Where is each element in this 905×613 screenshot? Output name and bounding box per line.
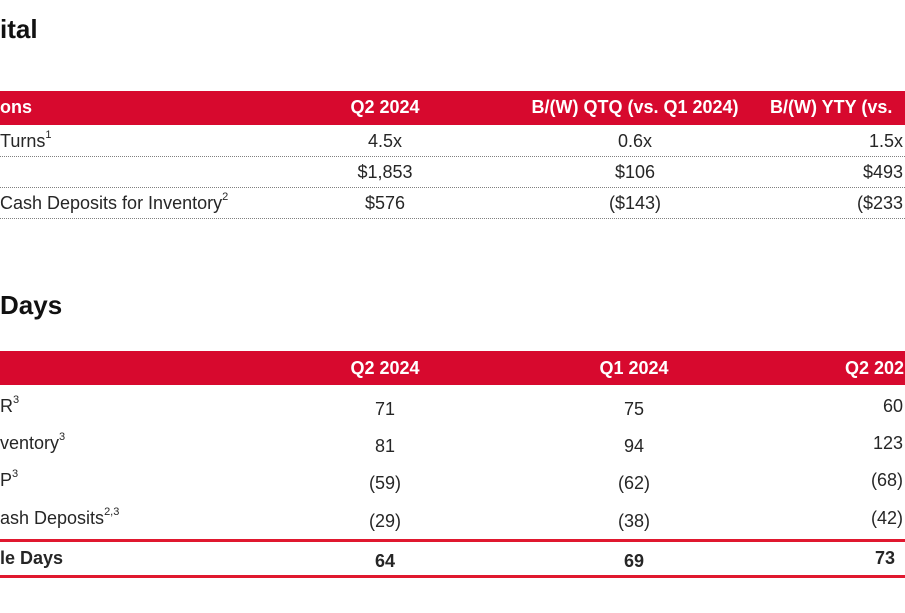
row-label: ventory3	[0, 431, 66, 453]
cell-q2-2023: (42)	[870, 508, 903, 528]
header-qtq: B/(W) QTQ (vs. Q1 2024)	[531, 97, 739, 117]
table-row: Turns1 4.5x 0.6x 1.5x	[0, 126, 905, 157]
cell-q1-2024: (62)	[617, 473, 651, 493]
header-q2-2024: Q2 2024	[350, 97, 420, 117]
total-q2-2023: 73	[874, 548, 895, 568]
table-row: R3 71 75 60	[0, 390, 905, 426]
cell-q2-2024: $576	[364, 193, 406, 213]
header-q2-2023: Q2 202	[845, 358, 905, 378]
table-row: $1,853 $106 $493	[0, 157, 905, 188]
total-row-box	[0, 539, 905, 578]
table-row: P3 (59) (62) (68)	[0, 464, 905, 500]
cell-q1-2024: (38)	[617, 511, 651, 531]
cell-qtq: 0.6x	[617, 131, 653, 151]
table-row: ash Deposits2,3 (29) (38) (42)	[0, 502, 905, 538]
cell-q2-2024: (29)	[368, 511, 402, 531]
cell-q2-2023: 60	[882, 396, 903, 416]
cell-qtq: ($143)	[608, 193, 662, 213]
row-label: ash Deposits2,3	[0, 506, 120, 528]
cell-q2-2023: (68)	[870, 470, 903, 490]
total-q1-2024: 69	[623, 551, 645, 571]
cell-q2-2024: $1,853	[357, 162, 413, 182]
cell-q2-2023: 123	[872, 433, 903, 453]
cell-q2-2024: 4.5x	[367, 131, 403, 151]
cell-q1-2024: 94	[623, 436, 645, 456]
table-row: Cash Deposits for Inventory2 $576 ($143)…	[0, 188, 905, 219]
cell-q2-2024: 71	[374, 399, 396, 419]
row-label: Turns1	[0, 129, 52, 151]
total-label: le Days	[0, 548, 64, 568]
table-header: ons Q2 2024 B/(W) QTQ (vs. Q1 2024) B/(W…	[0, 91, 905, 125]
row-label: Cash Deposits for Inventory2	[0, 191, 229, 213]
header-yty: B/(W) YTY (vs.	[770, 97, 893, 117]
cell-yty: $493	[862, 162, 903, 182]
cell-yty: 1.5x	[868, 131, 903, 151]
row-label: P3	[0, 468, 19, 490]
section-title-days: Days	[0, 290, 63, 320]
table-header: Q2 2024 Q1 2024 Q2 202	[0, 351, 905, 385]
cell-q2-2024: (59)	[368, 473, 402, 493]
total-q2-2024: 64	[374, 551, 396, 571]
table-row: ventory3 81 94 123	[0, 427, 905, 463]
row-label: R3	[0, 394, 20, 416]
total-row: le Days 64 69 73	[0, 542, 905, 575]
header-q1-2024: Q1 2024	[599, 358, 669, 378]
header-q2-2024: Q2 2024	[350, 358, 420, 378]
cell-q2-2024: 81	[374, 436, 396, 456]
header-metric: ons	[0, 97, 33, 117]
section-title-capital: ital	[0, 14, 38, 44]
cell-qtq: $106	[614, 162, 656, 182]
cell-q1-2024: 75	[623, 399, 645, 419]
cell-yty: ($233	[856, 193, 903, 213]
